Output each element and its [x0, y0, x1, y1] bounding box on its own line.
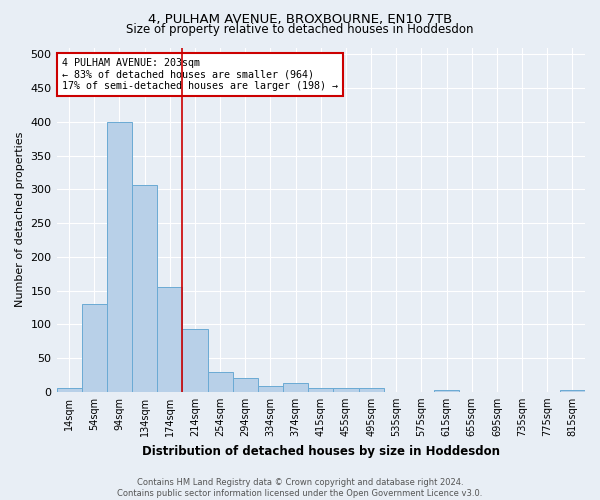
Bar — [56, 388, 82, 392]
Bar — [107, 122, 132, 392]
Bar — [208, 372, 233, 392]
Text: Size of property relative to detached houses in Hoddesdon: Size of property relative to detached ho… — [126, 22, 474, 36]
Bar — [434, 390, 459, 392]
X-axis label: Distribution of detached houses by size in Hoddesdon: Distribution of detached houses by size … — [142, 444, 500, 458]
Bar — [233, 378, 258, 392]
Bar — [132, 184, 157, 392]
Bar — [82, 304, 107, 392]
Bar — [157, 287, 182, 392]
Text: 4, PULHAM AVENUE, BROXBOURNE, EN10 7TB: 4, PULHAM AVENUE, BROXBOURNE, EN10 7TB — [148, 12, 452, 26]
Bar — [359, 388, 383, 392]
Text: 4 PULHAM AVENUE: 203sqm
← 83% of detached houses are smaller (964)
17% of semi-d: 4 PULHAM AVENUE: 203sqm ← 83% of detache… — [62, 58, 338, 91]
Bar — [308, 388, 334, 392]
Text: Contains HM Land Registry data © Crown copyright and database right 2024.
Contai: Contains HM Land Registry data © Crown c… — [118, 478, 482, 498]
Bar — [283, 383, 308, 392]
Bar — [182, 329, 208, 392]
Y-axis label: Number of detached properties: Number of detached properties — [15, 132, 25, 308]
Bar — [334, 388, 359, 392]
Bar — [560, 390, 585, 392]
Bar — [258, 386, 283, 392]
